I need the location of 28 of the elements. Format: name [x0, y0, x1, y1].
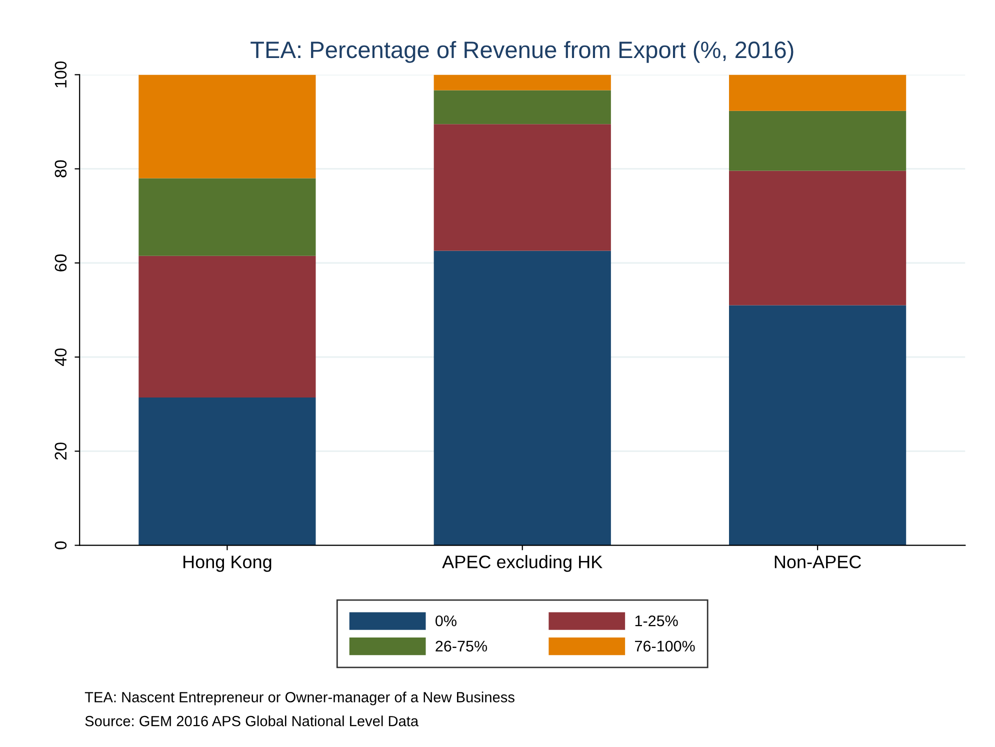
- bar: [138, 178, 316, 256]
- x-tick-label: Non-APEC: [774, 556, 862, 568]
- bar: [434, 74, 611, 90]
- x-tick-label: Hong Kong: [184, 556, 272, 572]
- x-tick-label: APEC excluding HK: [442, 555, 602, 572]
- y-tick-label: 20: [54, 442, 67, 460]
- bar: [729, 170, 906, 306]
- bar: [434, 250, 611, 546]
- legend-label: 1-25%: [635, 615, 678, 626]
- y-tick-label: 100: [54, 61, 67, 88]
- bar: [434, 90, 611, 124]
- legend-label: 76-100%: [635, 640, 695, 652]
- bar: [138, 74, 316, 178]
- bar: [729, 110, 906, 171]
- legend-label: 26-75%: [436, 640, 488, 652]
- y-tick-label: 40: [54, 348, 67, 366]
- y-tick-label: 80: [54, 160, 67, 178]
- bar: [138, 398, 316, 546]
- y-tick-label: 60: [54, 254, 67, 272]
- source-note: Source: GEM 2016 APS Global National Level Data: [85, 716, 419, 726]
- bar: [138, 256, 316, 398]
- y-tick-label: 0: [54, 541, 67, 550]
- text: TEA: Nascent Entrepreneur or Owner-manager of a New Business: [84, 692, 514, 706]
- legend-label: 0%: [436, 615, 456, 626]
- chart-title: TEA: Percentage of Revenue from Export (%, 2016): [250, 40, 794, 63]
- bar: [434, 124, 611, 251]
- bar: [729, 74, 906, 111]
- bar: [729, 305, 906, 546]
